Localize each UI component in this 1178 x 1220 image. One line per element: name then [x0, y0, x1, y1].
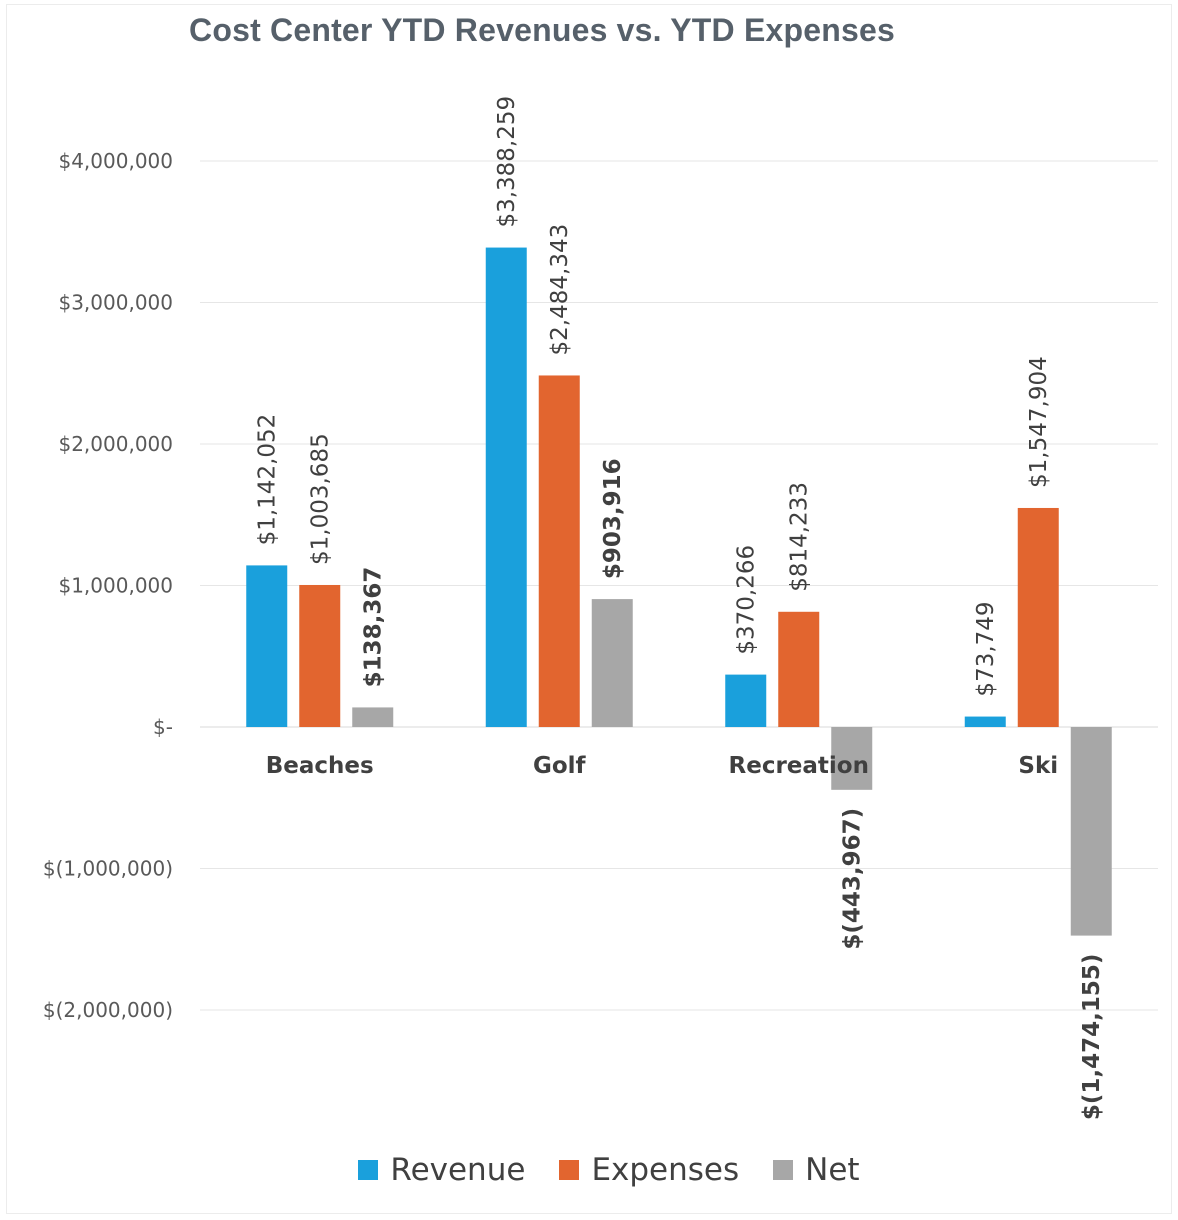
- data-label-net-beaches: $138,367: [361, 567, 387, 688]
- legend-label-net: Net: [805, 1152, 860, 1188]
- y-tick-label: $-: [153, 715, 173, 739]
- x-category-label-beaches: Beaches: [266, 753, 374, 779]
- y-tick-label: $(1,000,000): [43, 857, 173, 881]
- legend-swatch-net: [773, 1160, 794, 1180]
- bar-revenue-recreation: [725, 674, 767, 727]
- y-tick-label: $2,000,000: [58, 432, 173, 456]
- bar-net-recreation: [831, 727, 873, 790]
- data-label-revenue-ski: $73,749: [973, 601, 999, 696]
- data-label-expenses-golf: $2,484,343: [547, 224, 573, 356]
- bar-revenue-beaches: [246, 565, 288, 727]
- bar-net-beaches: [352, 707, 394, 727]
- x-category-label-recreation: Recreation: [729, 753, 869, 779]
- bar-expenses-ski: [1017, 507, 1059, 727]
- y-tick-label: $1,000,000: [58, 574, 173, 598]
- x-category-label-ski: Ski: [1018, 753, 1058, 779]
- x-category-label-golf: Golf: [533, 753, 587, 779]
- y-tick-label: $4,000,000: [58, 149, 173, 173]
- data-label-expenses-beaches: $1,003,685: [308, 433, 334, 565]
- bar-revenue-golf: [485, 247, 527, 728]
- legend-label-revenue: Revenue: [390, 1152, 526, 1188]
- legend-swatch-expenses: [559, 1160, 580, 1180]
- legend-item-net: Net: [773, 1152, 860, 1188]
- data-label-net-ski: $(1,474,155): [1079, 954, 1105, 1121]
- chart-frame: [6, 4, 1172, 1214]
- bar-expenses-recreation: [778, 611, 820, 727]
- bar-net-golf: [591, 599, 633, 727]
- chart-title: Cost Center YTD Revenues vs. YTD Expense…: [189, 12, 895, 48]
- y-tick-label: $3,000,000: [58, 291, 173, 315]
- data-label-expenses-ski: $1,547,904: [1026, 356, 1052, 488]
- legend-item-revenue: Revenue: [358, 1152, 525, 1188]
- legend-swatch-revenue: [358, 1160, 379, 1180]
- data-label-revenue-beaches: $1,142,052: [255, 414, 281, 546]
- bar-expenses-golf: [538, 375, 580, 727]
- legend-item-expenses: Expenses: [559, 1152, 739, 1188]
- data-label-expenses-recreation: $814,233: [787, 482, 813, 592]
- legend-label-expenses: Expenses: [591, 1152, 740, 1188]
- chart-legend: Revenue Expenses Net: [0, 1152, 1178, 1188]
- bar-net-ski: [1070, 727, 1112, 936]
- y-tick-label: $(2,000,000): [43, 998, 173, 1022]
- data-label-revenue-recreation: $370,266: [734, 545, 760, 655]
- bar-revenue-ski: [964, 716, 1006, 727]
- data-label-revenue-golf: $3,388,259: [494, 96, 520, 228]
- data-label-net-recreation: $(443,967): [840, 808, 866, 950]
- data-label-net-golf: $903,916: [600, 458, 626, 579]
- bar-expenses-beaches: [299, 584, 341, 727]
